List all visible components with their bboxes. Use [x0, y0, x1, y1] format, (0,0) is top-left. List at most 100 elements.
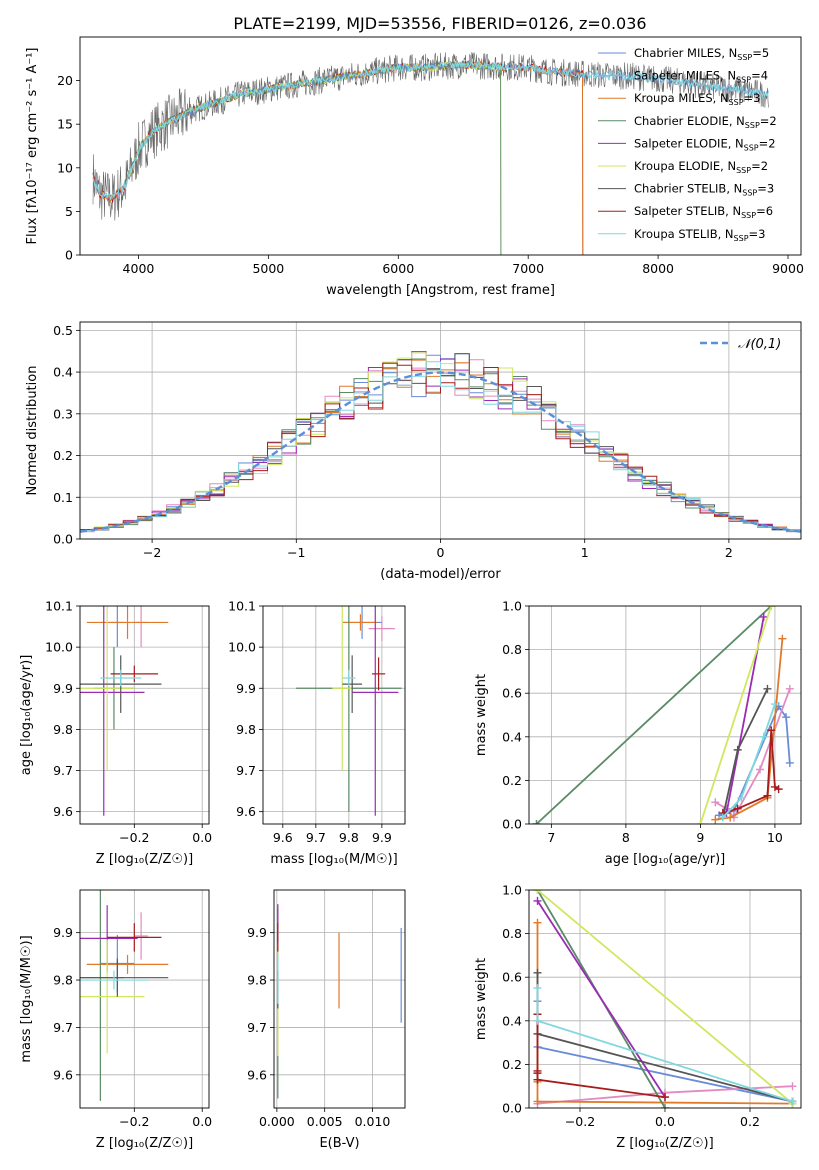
- mass-weight-marker: [763, 791, 772, 800]
- y-tick-label: 0.8: [502, 926, 522, 941]
- x-tick-label: 0.000: [259, 1114, 295, 1129]
- y-tick-label: 5: [65, 204, 73, 219]
- x-tick-label: 0.0: [192, 830, 212, 845]
- z-age-chart: −0.2 0.0 9.6 9.7 9.8 9.9 10.0 10.1 Z [log₁₀(Z/Z☉…: [19, 599, 212, 868]
- x-tick-label: 9000: [772, 261, 804, 276]
- y-tick-label: 0.2: [502, 1057, 522, 1072]
- y-tick-label: 15: [57, 117, 73, 132]
- ebv-mass-plot-area: [274, 890, 405, 1108]
- y-tick-label: 9.6: [247, 1067, 267, 1082]
- mass-weight-marker: [726, 813, 735, 822]
- y-tick-label: 1.0: [502, 599, 522, 614]
- mass-weight-marker: [759, 732, 768, 741]
- ebv-mass-chart: 0.000 0.005 0.010 9.6 9.7 9.8 9.9 E(B-V): [247, 889, 406, 1151]
- mass-weight-marker: [533, 968, 542, 977]
- y-tick-label: 0.3: [53, 406, 73, 421]
- y-tick-label: 0.8: [502, 642, 522, 657]
- mass-weight-marker: [661, 1093, 669, 1102]
- y-tick-label: 9.7: [53, 1020, 73, 1035]
- mass-weight-line: [536, 890, 794, 1105]
- z-mass-plot-area: [80, 890, 209, 1108]
- y-axis-label: mass [log₁₀(M/M☉)]: [19, 935, 34, 1062]
- y-tick-label: 0.2: [502, 773, 522, 788]
- y-tick-label: 9.8: [236, 722, 256, 737]
- age-massweight-plot-area: [529, 606, 801, 824]
- age-massweight-frame: [528, 605, 802, 825]
- normal-curve: [80, 371, 801, 533]
- y-axis-label: age [log₁₀(age/yr)]: [19, 655, 34, 776]
- x-axis-label: Z [log₁₀(Z/Z☉)]: [616, 1136, 713, 1151]
- residual-histogram: [80, 361, 801, 539]
- spectrum-chart: 4000 5000 6000 7000 8000 9000 0 5 10 15 20 waveleng…: [25, 36, 804, 298]
- mass-weight-marker: [770, 700, 779, 709]
- y-tick-label: 0.4: [53, 365, 73, 380]
- y-tick-label: 0.6: [502, 970, 522, 985]
- y-tick-label: 0.0: [502, 1101, 522, 1116]
- y-tick-label: 0.4: [502, 729, 522, 744]
- y-tick-label: 0.4: [502, 1013, 522, 1028]
- mass-weight-marker: [767, 726, 776, 735]
- y-tick-label: 1.0: [502, 883, 522, 898]
- z-mass-chart: −0.2 0.0 9.6 9.7 9.8 9.9 Z [log₁₀(Z/Z☉)] mass […: [19, 889, 212, 1151]
- x-tick-label: 4000: [123, 261, 155, 276]
- x-tick-label: −0.2: [119, 1114, 149, 1129]
- model-spectrum-line: [92, 60, 769, 201]
- mass-weight-marker: [785, 684, 794, 693]
- z-massweight-plot-area: [529, 890, 801, 1108]
- mass-weight-line: [535, 606, 772, 824]
- mass-weight-line: [699, 606, 773, 824]
- mass-weight-marker: [782, 713, 791, 722]
- residuals-plot-area: [80, 322, 801, 539]
- spectrum-legend: Chabrier MILES, NSSP=5 Salpeter MILES, NS…: [598, 46, 777, 243]
- mass-weight-marker: [711, 798, 720, 807]
- legend-label: Salpeter STELIB, NSSP=6: [634, 204, 773, 220]
- x-tick-label: 7000: [512, 261, 544, 276]
- mass-weight-marker: [737, 793, 746, 802]
- mass-weight-marker: [778, 634, 787, 643]
- x-tick-label: 2: [725, 545, 733, 560]
- mass-weight-marker: [774, 785, 783, 794]
- legend-label: 𝒩(0,1): [738, 337, 781, 352]
- y-axis-label: mass weight: [474, 958, 489, 1040]
- mass-weight-marker: [533, 890, 542, 894]
- figure-title: PLATE=2199, MJD=53556, FIBERID=0126, z=0…: [233, 14, 646, 33]
- plots-group: 4000 5000 6000 7000 8000 900005101520waveleng…: [19, 36, 804, 1151]
- y-axis-label: Normed distribution: [25, 366, 40, 496]
- y-tick-label: 0.1: [53, 490, 73, 505]
- mass-weight-marker: [718, 813, 727, 822]
- mass-weight-line: [722, 703, 776, 819]
- y-tick-label: 0.5: [53, 323, 73, 338]
- x-tick-label: 8000: [642, 261, 674, 276]
- y-tick-label: 9.7: [53, 763, 73, 778]
- mass-weight-marker: [756, 765, 765, 774]
- y-tick-label: 9.9: [236, 681, 256, 696]
- x-tick-label: 7: [547, 830, 555, 845]
- spectrum-frame: [79, 36, 802, 256]
- age-massweight-chart: 7 8 9 10 0.0 0.2 0.4 0.6 0.8 1.0 age [log₁₀(age/yr…: [474, 599, 802, 867]
- x-tick-label: 0.0: [192, 1114, 212, 1129]
- y-axis-label: mass weight: [474, 674, 489, 756]
- x-tick-label: 9.6: [273, 830, 293, 845]
- mass-weight-marker: [661, 1104, 669, 1108]
- y-tick-label: 9.8: [53, 973, 73, 988]
- x-axis-label: E(B-V): [319, 1136, 359, 1151]
- mass-weight-marker: [711, 815, 720, 824]
- z-age-plot-area: [80, 606, 209, 824]
- x-tick-label: 9: [696, 830, 704, 845]
- x-tick-label: 0.2: [740, 1114, 760, 1129]
- x-tick-label: 10: [767, 830, 783, 845]
- mass-weight-marker: [733, 804, 742, 813]
- legend-label: Kroupa ELODIE, NSSP=2: [634, 159, 768, 175]
- mass-weight-marker: [785, 758, 794, 767]
- y-tick-label: 9.7: [236, 763, 256, 778]
- x-tick-label: 8: [622, 830, 630, 845]
- x-tick-label: −0.2: [119, 830, 149, 845]
- residuals-chart: −2 −1 0 1 2 0.0 0.1 0.2 0.3 0.4 0.5 (data-model)/er…: [25, 321, 802, 582]
- y-tick-label: 9.6: [53, 804, 73, 819]
- x-tick-label: 1: [581, 545, 589, 560]
- mass-weight-marker: [767, 606, 776, 610]
- z-massweight-frame: [528, 889, 802, 1109]
- y-tick-label: 9.9: [247, 925, 267, 940]
- x-axis-label: Z [log₁₀(Z/Z☉)]: [96, 852, 193, 867]
- x-tick-label: −1: [287, 545, 305, 560]
